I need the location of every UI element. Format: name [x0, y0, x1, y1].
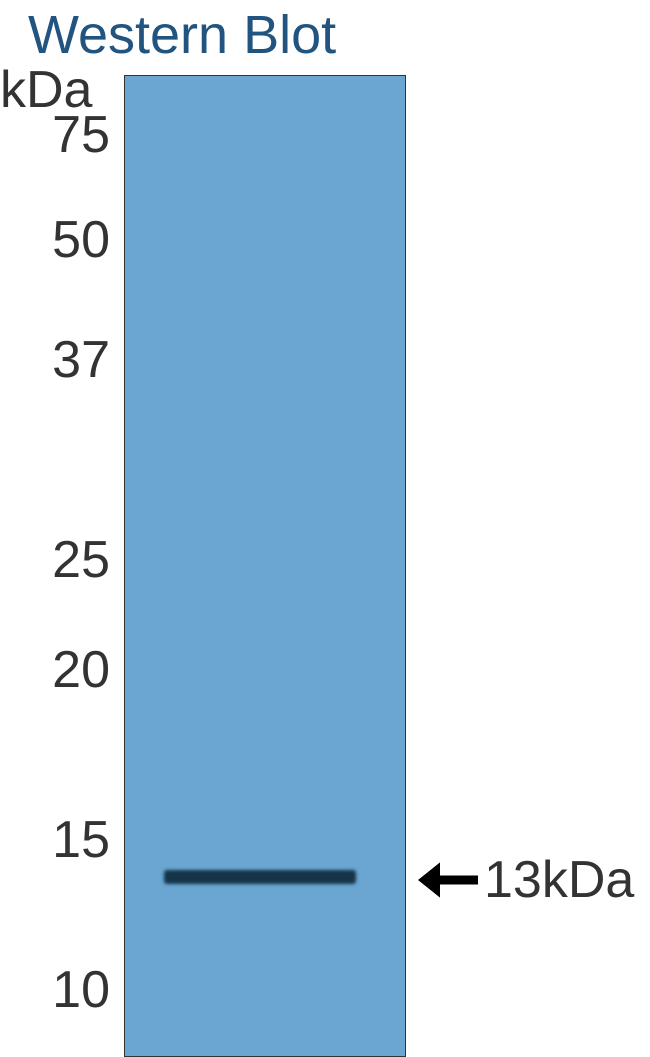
arrow-left-icon	[418, 858, 478, 902]
band-size-label: 13kDa	[484, 850, 634, 910]
mw-tick-20: 20	[0, 640, 110, 700]
blot-lane	[124, 75, 406, 1057]
title-text: Western Blot	[28, 5, 336, 65]
protein-band	[164, 870, 356, 884]
mw-tick-25: 25	[0, 530, 110, 590]
mw-tick-37: 37	[0, 330, 110, 390]
mw-tick-75: 75	[0, 105, 110, 165]
band-annotation: 13kDa	[418, 850, 634, 910]
mw-tick-10: 10	[0, 960, 110, 1020]
mw-tick-50: 50	[0, 210, 110, 270]
mw-tick-15: 15	[0, 810, 110, 870]
blot-title: Western Blot	[28, 4, 336, 66]
